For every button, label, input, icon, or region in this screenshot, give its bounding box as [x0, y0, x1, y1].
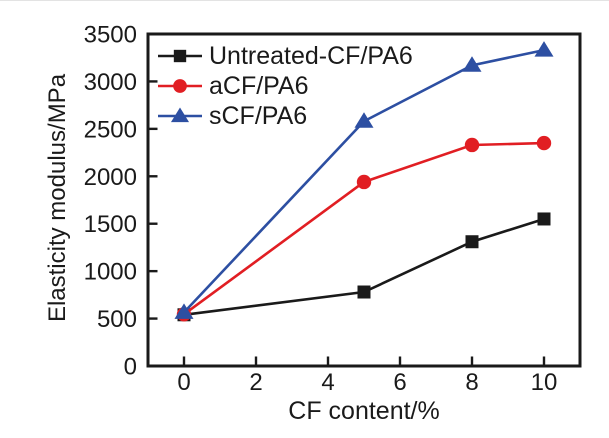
circle-marker-icon [356, 174, 372, 190]
circle-marker-icon [464, 137, 480, 153]
y-tick-label: 2000 [84, 164, 137, 191]
triangle-marker-icon [170, 107, 190, 123]
legend-triangle-marker-icon [158, 107, 202, 123]
x-tick-label: 8 [465, 369, 478, 396]
y-tick-label: 1500 [84, 211, 137, 238]
x-tick-label: 4 [321, 369, 334, 396]
triangle-marker-icon [354, 112, 374, 128]
circle-marker-icon [173, 79, 187, 93]
series-scf-pa6 [174, 41, 554, 319]
legend-label: aCF/PA6 [209, 71, 309, 100]
legend-circle-marker-icon [158, 79, 202, 93]
x-tick-label: 2 [249, 369, 262, 396]
triangle-marker-icon [534, 41, 554, 57]
square-marker-icon [537, 212, 551, 226]
y-tick-label: 2500 [84, 116, 137, 143]
y-axis-title: Elasticity modulus/MPa [44, 73, 71, 323]
series-line [183, 48, 545, 314]
x-tick-label: 6 [393, 369, 406, 396]
triangle-marker-icon [462, 56, 482, 72]
legend-item-scf-pa6: sCF/PA6 [157, 101, 413, 131]
legend-square-marker-icon [158, 49, 202, 63]
y-tick-label: 0 [124, 354, 137, 381]
x-tick-label: 10 [531, 369, 558, 396]
square-marker-icon [357, 285, 371, 299]
y-tick-label: 500 [97, 306, 137, 333]
circle-marker-icon [536, 135, 552, 151]
square-marker-icon [465, 235, 479, 249]
y-tick-label: 3000 [84, 69, 137, 96]
x-axis-title: CF content/% [288, 397, 440, 425]
series-untreated-cf-pa6 [177, 212, 551, 322]
legend-label: Untreated-CF/PA6 [209, 41, 413, 70]
square-marker-icon [173, 49, 187, 63]
x-tick-label: 0 [177, 369, 190, 396]
series-line [183, 141, 545, 316]
series-line [183, 217, 545, 317]
legend-item-untreated-cf-pa6: Untreated-CF/PA6 [157, 41, 413, 71]
legend: Untreated-CF/PA6 aCF/PA6 sCF/PA6 [157, 41, 413, 131]
plot-frame [146, 32, 582, 368]
y-tick-label: 1000 [84, 259, 137, 286]
y-tick-label: 3500 [84, 22, 137, 49]
legend-item-acf-pa6: aCF/PA6 [157, 71, 413, 101]
triangle-marker-icon [174, 303, 194, 319]
legend-label: sCF/PA6 [209, 101, 308, 130]
